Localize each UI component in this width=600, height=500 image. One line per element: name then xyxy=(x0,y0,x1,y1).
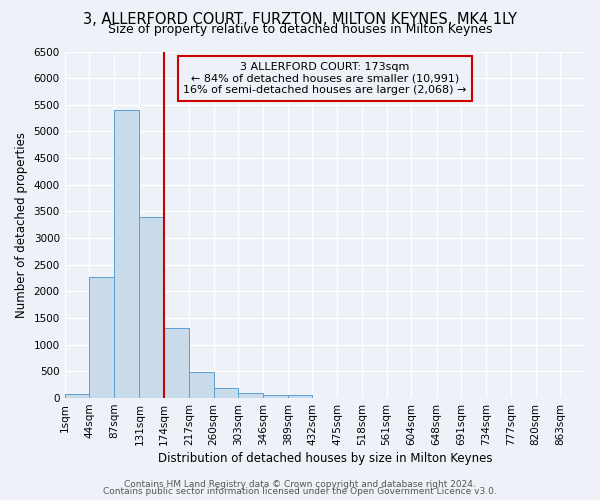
Bar xyxy=(89,276,114,398)
Bar xyxy=(114,110,139,398)
Text: Contains public sector information licensed under the Open Government Licence v3: Contains public sector information licen… xyxy=(103,487,497,496)
Bar xyxy=(238,392,263,398)
Bar xyxy=(139,217,164,398)
Bar xyxy=(214,388,238,398)
Bar xyxy=(189,372,214,398)
Text: 3 ALLERFORD COURT: 173sqm
← 84% of detached houses are smaller (10,991)
16% of s: 3 ALLERFORD COURT: 173sqm ← 84% of detac… xyxy=(183,62,467,95)
Bar xyxy=(65,394,89,398)
Text: 3, ALLERFORD COURT, FURZTON, MILTON KEYNES, MK4 1LY: 3, ALLERFORD COURT, FURZTON, MILTON KEYN… xyxy=(83,12,517,28)
Bar xyxy=(263,395,288,398)
Text: Size of property relative to detached houses in Milton Keynes: Size of property relative to detached ho… xyxy=(108,22,492,36)
Bar xyxy=(164,328,189,398)
X-axis label: Distribution of detached houses by size in Milton Keynes: Distribution of detached houses by size … xyxy=(158,452,492,465)
Bar xyxy=(288,396,313,398)
Text: Contains HM Land Registry data © Crown copyright and database right 2024.: Contains HM Land Registry data © Crown c… xyxy=(124,480,476,489)
Y-axis label: Number of detached properties: Number of detached properties xyxy=(15,132,28,318)
